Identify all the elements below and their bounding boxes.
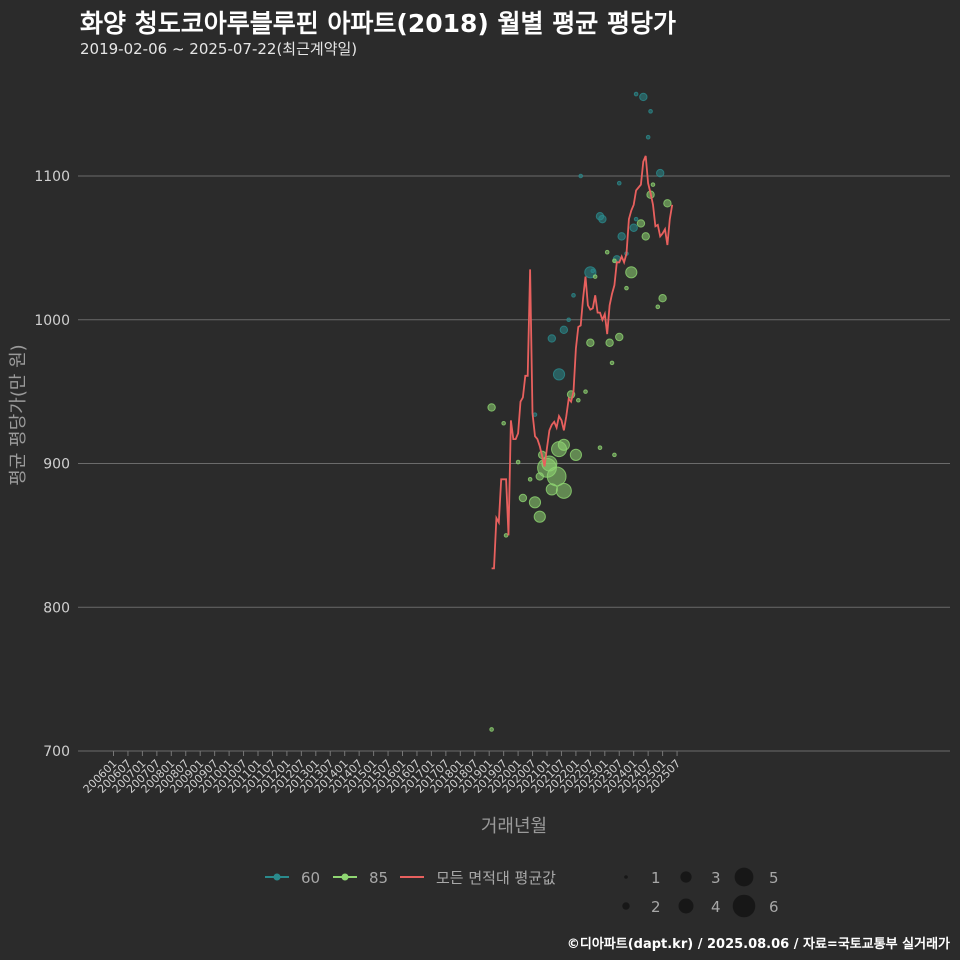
- scatter-point-85: [636, 219, 646, 228]
- source-footer: ©디아파트(dapt.kr) / 2025.08.06 / 자료=국토교통부 실…: [566, 937, 950, 952]
- scatter-point-85: [518, 493, 528, 503]
- scatter-point-85: [615, 332, 624, 342]
- scatter-point-60: [616, 180, 622, 186]
- chart-title: 화양 청도코아루블루핀 아파트(2018) 월별 평균 평당가: [80, 9, 676, 38]
- legend-size-circle: [680, 871, 692, 883]
- legend-size-circle: [624, 875, 628, 879]
- scatter-point-85: [592, 274, 598, 279]
- y-tick-label: 700: [43, 744, 70, 760]
- scatter-point-85: [658, 293, 667, 303]
- scatter-point-60: [633, 216, 639, 222]
- grid-lines: [78, 175, 950, 752]
- legend-item-85-dot: [341, 873, 349, 881]
- scatter-point-85: [489, 727, 494, 732]
- scatter-point-85: [487, 403, 496, 412]
- y-tick-labels: 700 800 900 1000 1100: [34, 169, 70, 760]
- y-tick-label: 800: [43, 600, 70, 616]
- scatter-point-85: [557, 438, 570, 451]
- legend-item-60-dot: [273, 873, 281, 881]
- scatter-point-85: [597, 445, 603, 450]
- legend-size-label: 4: [711, 898, 721, 916]
- scatter-point-85: [527, 477, 533, 482]
- scatter-point-60: [547, 334, 557, 343]
- legend-size-label: 3: [711, 869, 721, 887]
- scatter-point-85: [605, 338, 614, 347]
- scatter-point-85: [612, 452, 617, 458]
- scatter-point-85: [533, 510, 546, 523]
- scatter-point-60: [633, 91, 639, 97]
- legend-size-label: 1: [651, 869, 661, 887]
- legend-size-circle: [732, 894, 756, 918]
- scatter-point-85: [612, 258, 617, 264]
- legend-size-circle: [622, 902, 630, 910]
- scatter-point-85: [586, 338, 595, 347]
- scatter-point-85: [546, 466, 567, 487]
- average-line: [491, 155, 674, 570]
- average-line-group: [491, 155, 674, 570]
- scatter-point-85: [501, 420, 506, 426]
- scatter-point-85: [555, 482, 572, 499]
- scatter-point-60: [645, 134, 651, 140]
- scatter-point-60: [617, 232, 626, 241]
- scatter-point-85: [663, 199, 672, 208]
- scatter-point-85: [624, 285, 629, 291]
- y-axis-title: 평균 평당가(만 원): [8, 344, 29, 485]
- legend-size-label: 2: [651, 898, 661, 916]
- scatter-point-85: [503, 533, 509, 538]
- scatter-point-60: [598, 214, 607, 224]
- scatter-point-60: [655, 168, 665, 178]
- scatter-point-60: [590, 268, 596, 274]
- scatter-point-85: [641, 232, 650, 241]
- scatter-point-60: [629, 223, 638, 232]
- y-tick-label: 1100: [34, 169, 70, 185]
- legend-item-average-label: 모든 면적대 평균값: [436, 869, 556, 887]
- scatter-point-85: [528, 496, 542, 509]
- scatter-point-60: [566, 317, 571, 323]
- scatter-point-60: [578, 173, 584, 179]
- scatter-point-60: [532, 412, 538, 417]
- legend-size-label: 5: [769, 869, 779, 887]
- scatter-point-85: [609, 360, 615, 366]
- legend-size-label: 6: [769, 898, 779, 916]
- legend: 60 85 모든 면적대 평균값 1 2 3 4 5 6: [265, 867, 779, 918]
- scatter-points: [487, 91, 672, 732]
- chart-subtitle: 2019-02-06 ~ 2025-07-22(최근계약일): [80, 40, 358, 58]
- x-axis-title: 거래년월: [481, 816, 547, 837]
- legend-size-circle: [678, 898, 694, 914]
- y-tick-label: 1000: [34, 313, 70, 329]
- legend-item-60-label: 60: [301, 869, 320, 887]
- scatter-point-85: [655, 304, 661, 310]
- x-tick-labels: 2006012006072007012007072008012008072009…: [81, 751, 683, 796]
- scatter-point-60: [559, 325, 569, 335]
- scatter-point-85: [569, 448, 583, 461]
- scatter-point-85: [576, 397, 581, 403]
- scatter-point-60: [552, 368, 566, 381]
- scatter-point-60: [639, 92, 648, 102]
- scatter-point-85: [515, 459, 521, 465]
- scatter-point-60: [571, 293, 576, 298]
- legend-size-circle: [734, 867, 754, 887]
- scatter-point-60: [648, 109, 653, 114]
- scatter-point-85: [625, 266, 638, 279]
- y-tick-label: 900: [43, 457, 70, 473]
- legend-item-85-label: 85: [369, 869, 388, 887]
- scatter-point-85: [583, 389, 588, 394]
- scatter-point-85: [604, 249, 610, 255]
- scatter-point-85: [650, 182, 656, 187]
